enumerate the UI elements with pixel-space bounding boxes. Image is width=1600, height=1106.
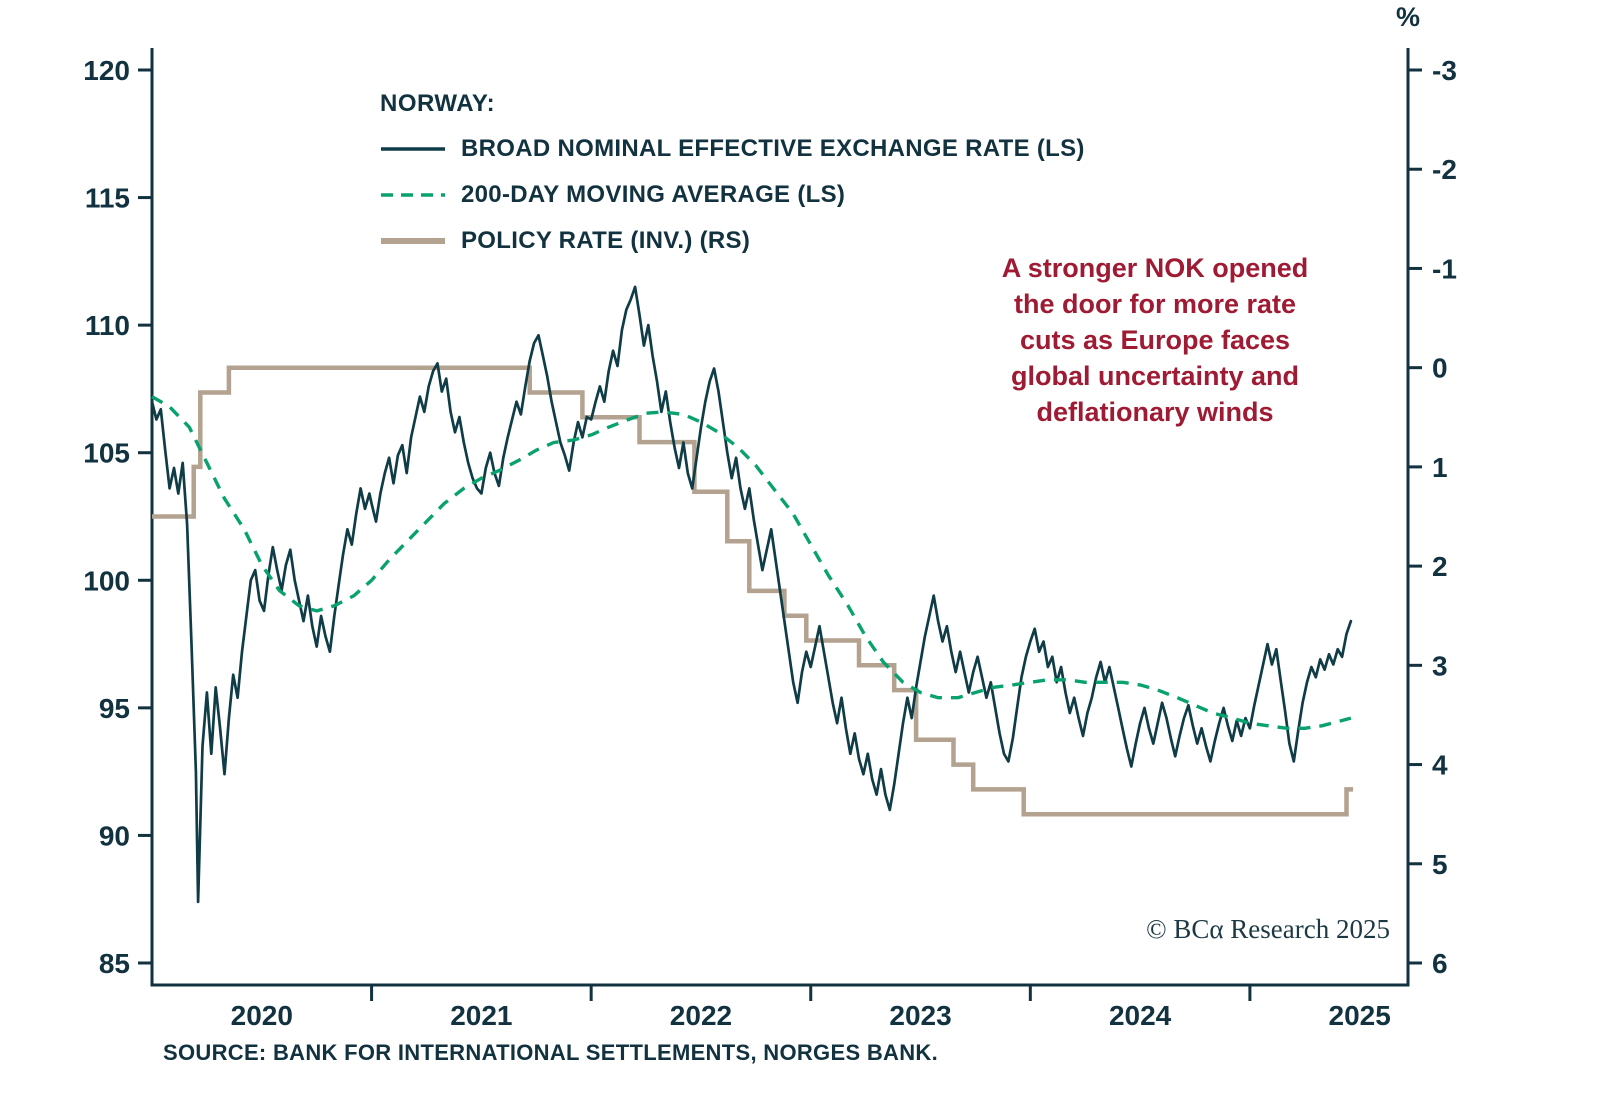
x-axis-year-label: 2022 [670, 1000, 732, 1031]
right-axis-unit: % [1395, 2, 1420, 32]
x-axis-year-label: 2020 [231, 1000, 293, 1031]
right-axis-label: 1 [1432, 452, 1448, 483]
right-axis-label: -1 [1432, 253, 1457, 284]
right-axis-label: 2 [1432, 551, 1448, 582]
legend: NORWAY: BROAD NOMINAL EFFECTIVE EXCHANGE… [380, 90, 1085, 264]
left-axis-label: 100 [83, 565, 130, 596]
left-axis-label: 95 [99, 693, 130, 724]
x-axis-year-label: 2024 [1109, 1000, 1172, 1031]
legend-label-neer: BROAD NOMINAL EFFECTIVE EXCHANGE RATE (L… [461, 135, 1085, 162]
legend-label-policy-rate: POLICY RATE (INV.) (RS) [461, 227, 751, 254]
left-axis-label: 85 [99, 948, 130, 979]
legend-title: NORWAY: [380, 90, 496, 117]
neer-line-swatch [381, 147, 445, 151]
left-axis-label: 110 [85, 310, 130, 341]
policy-rate-line [152, 365, 1354, 817]
x-axis-year-label: 2025 [1329, 1000, 1391, 1031]
right-axis-label: -2 [1432, 154, 1457, 185]
legend-item-policy-rate: POLICY RATE (INV.) (RS) [380, 218, 1085, 264]
left-axis-label: 105 [83, 438, 130, 469]
moving-average-swatch [381, 193, 445, 197]
source-note: SOURCE: BANK FOR INTERNATIONAL SETTLEMEN… [163, 1040, 938, 1065]
x-axis-year-label: 2021 [450, 1000, 512, 1031]
policy-rate-swatch [381, 238, 445, 244]
right-axis-label: 0 [1432, 353, 1448, 384]
right-axis-label: 4 [1432, 750, 1448, 781]
x-axis-year-label: 2023 [889, 1000, 951, 1031]
moving-average-line [151, 395, 1352, 730]
right-axis-label: 5 [1432, 849, 1448, 880]
right-axis-label: 6 [1432, 948, 1448, 979]
legend-item-neer: BROAD NOMINAL EFFECTIVE EXCHANGE RATE (L… [380, 126, 1085, 172]
left-axis-label: 90 [99, 820, 130, 851]
exchange-rate-line [150, 285, 1353, 904]
legend-item-moving-average: 200-DAY MOVING AVERAGE (LS) [380, 172, 1085, 218]
copyright-text: © BCα Research 2025 [1146, 914, 1390, 944]
left-axis-label: 115 [85, 183, 130, 214]
left-axis-label: 120 [83, 55, 130, 86]
annotation-text: A stronger NOK opened the door for more … [1001, 253, 1309, 427]
right-axis-label: -3 [1432, 55, 1457, 86]
right-axis-label: 3 [1432, 650, 1448, 681]
legend-label-moving-average: 200-DAY MOVING AVERAGE (LS) [461, 181, 846, 208]
